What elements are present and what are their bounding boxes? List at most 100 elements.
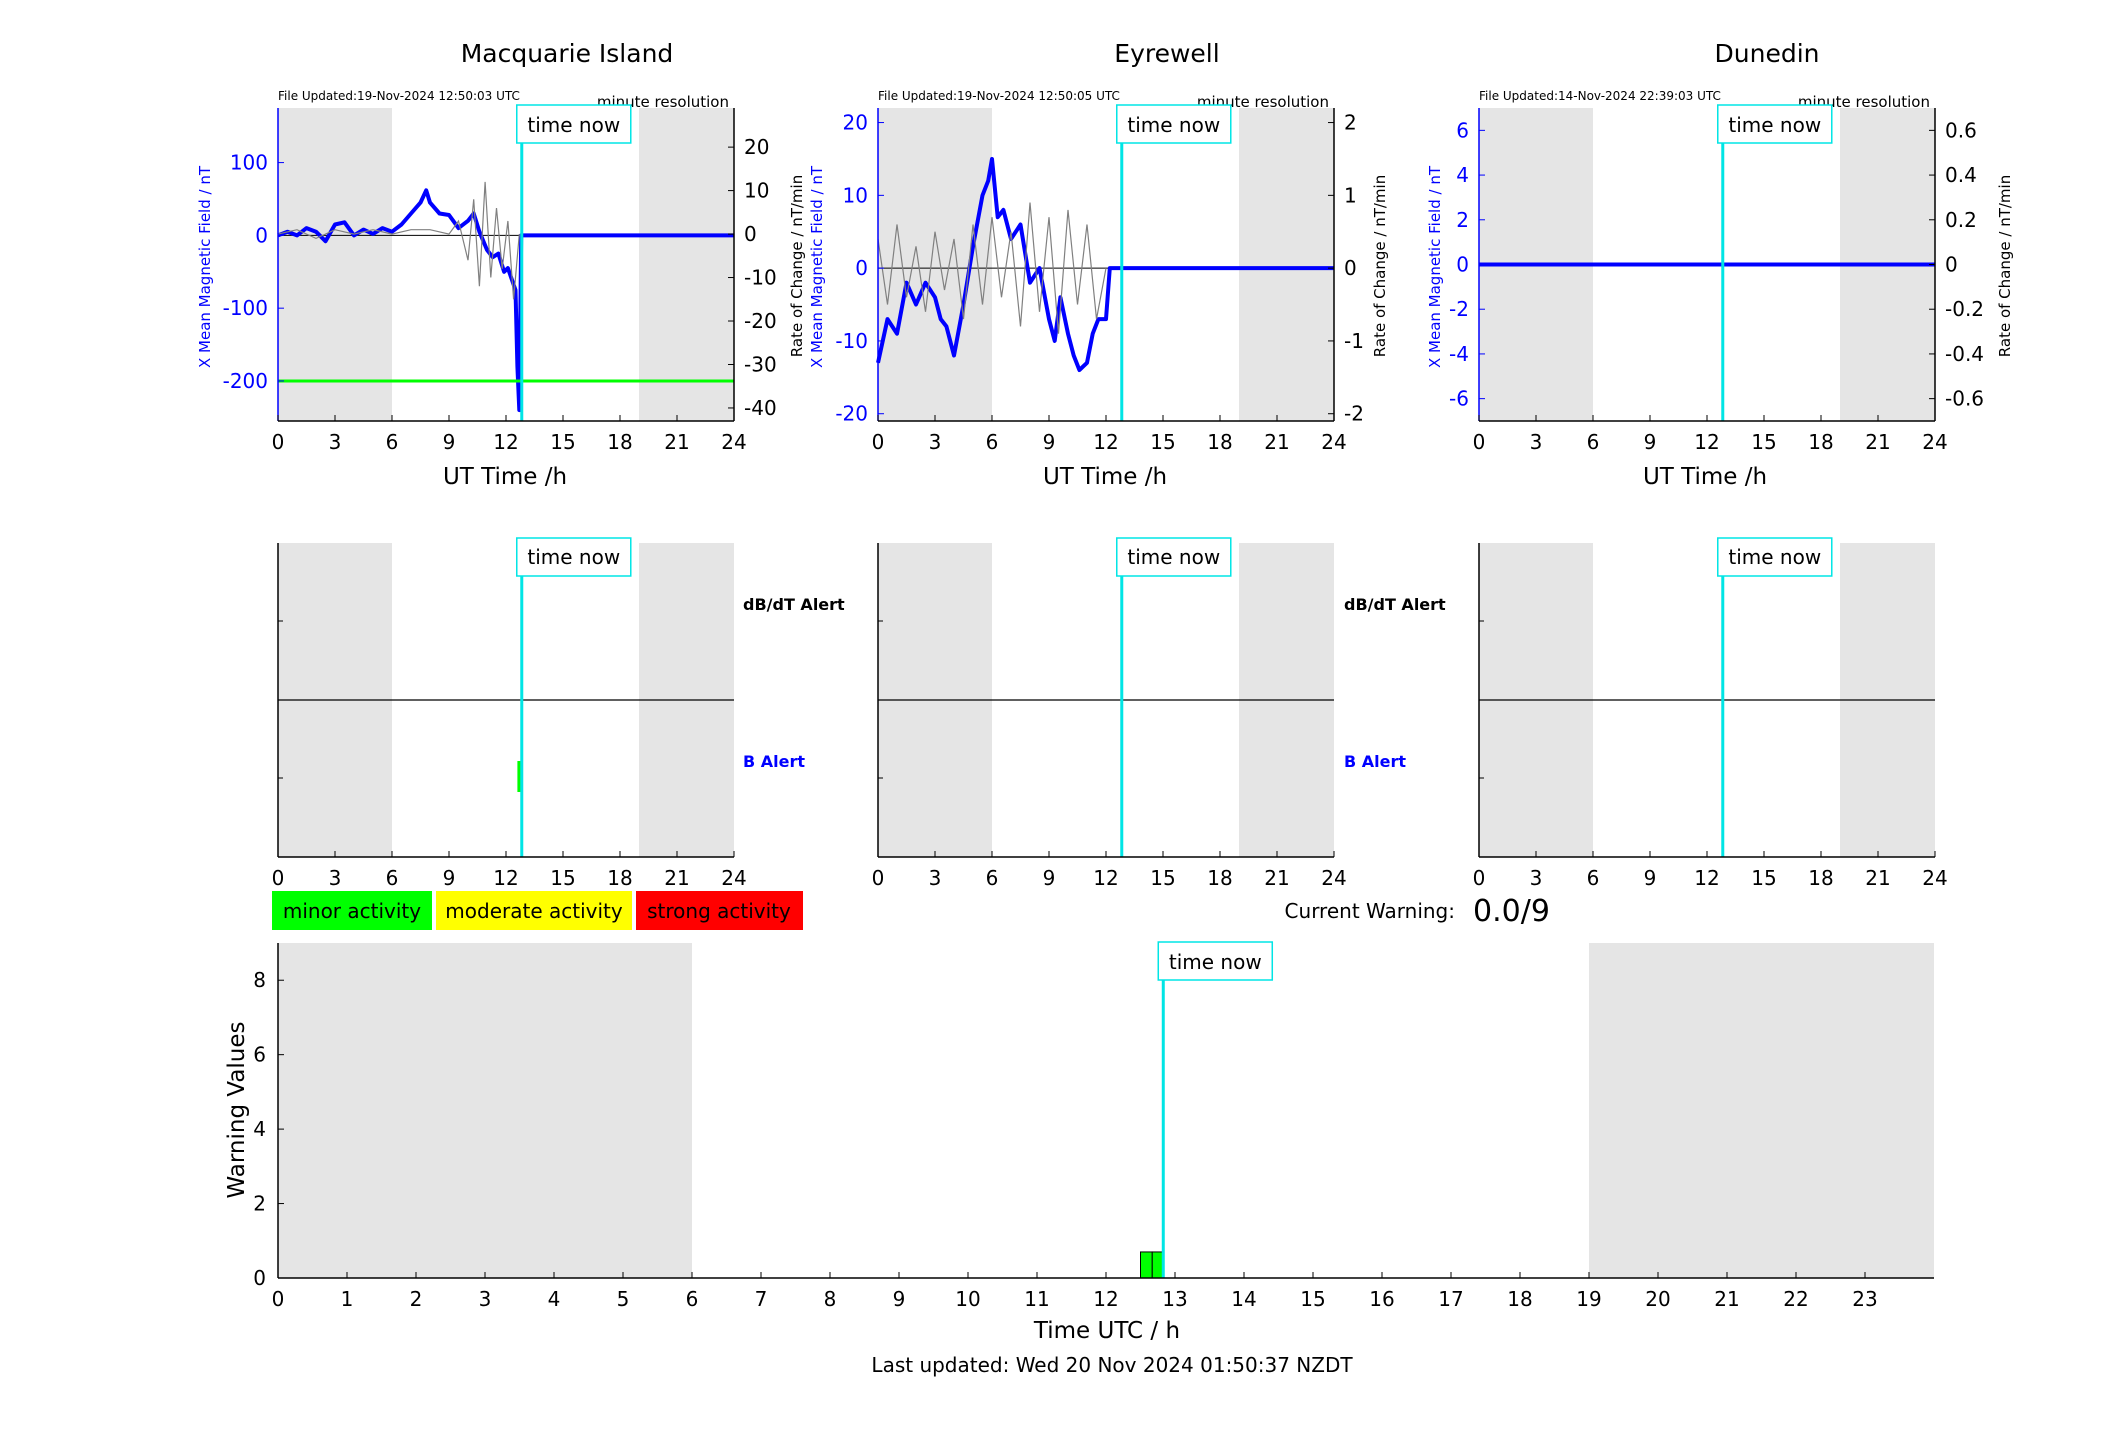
night-shade — [278, 943, 692, 1278]
left-tick-label: 0 — [255, 223, 268, 247]
x-tick-label: 24 — [721, 430, 746, 454]
y-tick-label: 8 — [253, 968, 266, 992]
right-tick-label: 0 — [1344, 256, 1357, 280]
night-shade — [639, 108, 734, 421]
x-tick-label: 23 — [1852, 1287, 1877, 1311]
x-tick-label: 15 — [1751, 430, 1776, 454]
legend-strong-swatch — [636, 891, 803, 930]
x-tick-label: 18 — [1507, 1287, 1532, 1311]
time-now-box — [1116, 537, 1232, 577]
right-tick-label: 0 — [1945, 253, 1958, 277]
time-now-label: time now — [1127, 113, 1220, 137]
y-tick-label: 6 — [253, 1043, 266, 1067]
y-tick-label: 4 — [253, 1117, 266, 1141]
x-tick-label: 6 — [986, 866, 999, 890]
night-shade — [278, 108, 392, 421]
x-tick-label: 9 — [443, 866, 456, 890]
x-tick-label: 15 — [550, 430, 575, 454]
x-tick-label: 10 — [955, 1287, 980, 1311]
x-tick-label: 0 — [272, 1287, 285, 1311]
x-tick-label: 0 — [872, 430, 885, 454]
station-title: Eyrewell — [1114, 39, 1219, 68]
x-tick-label: 3 — [1530, 430, 1543, 454]
x-tick-label: 20 — [1645, 1287, 1670, 1311]
left-tick-label: -20 — [835, 402, 868, 426]
left-tick-label: -6 — [1449, 387, 1469, 411]
x-tick-label: 12 — [1694, 866, 1719, 890]
x-tick-label: 1 — [341, 1287, 354, 1311]
x-tick-label: 0 — [872, 866, 885, 890]
x-tick-label: 9 — [1043, 866, 1056, 890]
x-tick-label: 6 — [386, 430, 399, 454]
x-tick-label: 21 — [1714, 1287, 1739, 1311]
right-tick-label: 0 — [744, 222, 757, 246]
x-tick-label: 21 — [1264, 430, 1289, 454]
b-alert-label: B Alert — [743, 752, 805, 771]
x-tick-label: 6 — [1587, 866, 1600, 890]
x-tick-label: 12 — [1093, 430, 1118, 454]
x-tick-label: 3 — [929, 866, 942, 890]
right-tick-label: -0.6 — [1945, 387, 1984, 411]
left-tick-label: 4 — [1456, 163, 1469, 187]
right-y-axis-label: Rate of Change / nT/min — [1996, 175, 2014, 357]
rate-of-change-line — [877, 202, 1107, 334]
warning-y-axis-label: Warning Values — [224, 1021, 250, 1198]
time-now-label: time now — [1728, 113, 1821, 137]
right-tick-label: 10 — [744, 179, 769, 203]
right-y-axis-label: Rate of Change / nT/min — [1371, 175, 1389, 357]
warning-bar — [1140, 1251, 1153, 1279]
right-tick-label: -0.4 — [1945, 342, 1984, 366]
x-tick-label: 16 — [1369, 1287, 1394, 1311]
x-tick-label: 5 — [617, 1287, 630, 1311]
legend-minor-label: minor activity — [283, 899, 421, 923]
x-tick-label: 24 — [1321, 430, 1346, 454]
x-tick-label: 12 — [1093, 866, 1118, 890]
x-tick-label: 12 — [493, 430, 518, 454]
x-tick-label: 14 — [1231, 1287, 1256, 1311]
right-tick-label: -10 — [744, 266, 777, 290]
file-updated-caption: File Updated:14-Nov-2024 22:39:03 UTC — [1479, 89, 1721, 103]
left-tick-label: 0 — [1456, 253, 1469, 277]
station-title: Macquarie Island — [461, 39, 674, 68]
time-now-label: time now — [527, 545, 620, 569]
dbdt-alert-label: dB/dT Alert — [1344, 595, 1446, 614]
x-axis-label: UT Time /h — [1643, 464, 1767, 490]
current-warning-value: 0.0/9 — [1473, 894, 1550, 929]
x-axis-label: UT Time /h — [443, 464, 567, 490]
x-tick-label: 21 — [664, 866, 689, 890]
x-tick-label: 13 — [1162, 1287, 1187, 1311]
x-tick-label: 19 — [1576, 1287, 1601, 1311]
right-tick-label: 1 — [1344, 183, 1357, 207]
time-now-label: time now — [1127, 545, 1220, 569]
file-updated-caption: File Updated:19-Nov-2024 12:50:03 UTC — [278, 89, 520, 103]
activity-legend: minor activity moderate activity strong … — [272, 891, 803, 930]
x-tick-label: 24 — [1922, 866, 1947, 890]
rate-of-change-line — [277, 181, 520, 300]
x-tick-label: 7 — [755, 1287, 768, 1311]
time-now-box — [1157, 941, 1274, 981]
right-tick-label: 20 — [744, 135, 769, 159]
right-y-axis-label: Rate of Change / nT/min — [788, 175, 806, 357]
x-tick-label: 15 — [1150, 430, 1175, 454]
x-tick-label: 24 — [1922, 430, 1947, 454]
x-tick-label: 11 — [1024, 1287, 1049, 1311]
time-now-box — [1116, 104, 1232, 144]
x-tick-label: 18 — [1808, 430, 1833, 454]
current-warning-label: Current Warning: — [1285, 899, 1455, 923]
x-tick-label: 15 — [1751, 866, 1776, 890]
y-tick-label: 2 — [253, 1192, 266, 1216]
right-tick-label: 0.6 — [1945, 118, 1977, 142]
right-tick-label: 0.4 — [1945, 163, 1977, 187]
x-tick-label: 18 — [607, 866, 632, 890]
time-now-label: time now — [527, 113, 620, 137]
night-shade — [1589, 943, 1934, 1278]
right-tick-label: 0.2 — [1945, 208, 1977, 232]
left-tick-label: 100 — [230, 151, 268, 175]
x-tick-label: 18 — [1808, 866, 1833, 890]
left-y-axis-label: X Mean Magnetic Field / nT — [196, 165, 214, 368]
x-tick-label: 12 — [1694, 430, 1719, 454]
left-tick-label: -200 — [223, 369, 268, 393]
x-tick-label: 3 — [329, 430, 342, 454]
